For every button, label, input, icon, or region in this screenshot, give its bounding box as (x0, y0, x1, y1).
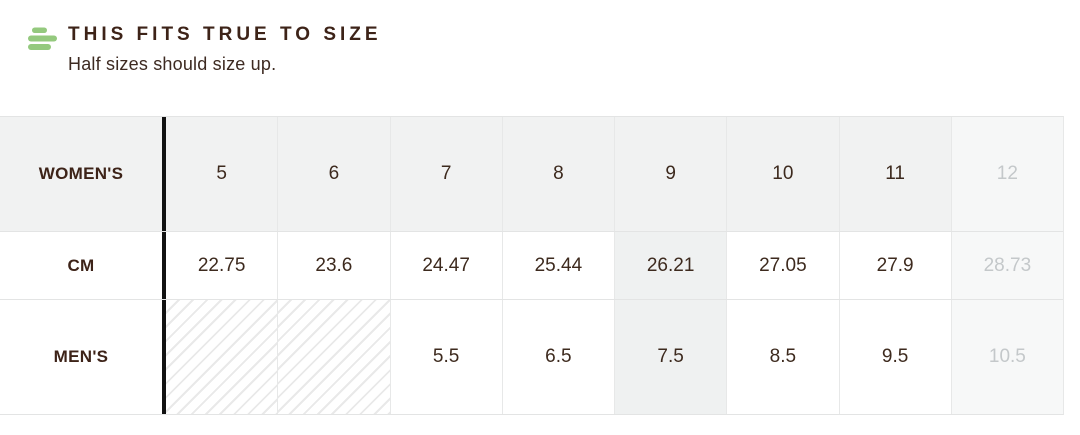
mens-size-cell-highlighted: 7.5 (615, 300, 728, 414)
womens-size-cell-unavailable: 12 (951, 117, 1063, 231)
table-row-cm: CM 22.75 23.6 24.47 25.44 26.21 27.05 27… (0, 232, 1063, 300)
mens-size-cell-unavailable: 10.5 (951, 300, 1063, 414)
womens-size-cell: 11 (840, 117, 952, 231)
cm-value-cell: 25.44 (503, 232, 615, 299)
cm-value-cell: 23.6 (278, 232, 391, 299)
fit-note-title: THIS FITS TRUE TO SIZE (68, 24, 382, 45)
mens-size-cell-hatched (278, 300, 391, 414)
row-label-womens: WOMEN'S (0, 117, 166, 231)
womens-size-cell-highlighted: 9 (615, 117, 728, 231)
table-row-mens: MEN'S 5.5 6.5 7.5 8.5 9.5 10.5 (0, 300, 1063, 414)
mens-size-cell: 6.5 (503, 300, 615, 414)
fit-bars-icon (28, 27, 57, 50)
cm-value-cell-highlighted: 26.21 (615, 232, 728, 299)
cm-value-cell: 27.05 (727, 232, 840, 299)
womens-size-cell: 10 (727, 117, 840, 231)
table-row-womens: WOMEN'S 5 6 7 8 9 10 11 12 (0, 117, 1063, 232)
fit-note: THIS FITS TRUE TO SIZE Half sizes should… (68, 23, 382, 75)
womens-size-cell: 5 (166, 117, 279, 231)
size-chart-table: WOMEN'S 5 6 7 8 9 10 11 12 CM 22.75 23.6… (0, 116, 1064, 415)
cm-value-cell: 24.47 (391, 232, 503, 299)
mens-size-cell: 5.5 (391, 300, 503, 414)
womens-size-cell: 6 (278, 117, 391, 231)
mens-size-cell-hatched (166, 300, 279, 414)
mens-size-cell: 8.5 (727, 300, 840, 414)
cm-value-cell: 27.9 (840, 232, 952, 299)
cm-value-cell: 22.75 (166, 232, 279, 299)
womens-size-cell: 8 (503, 117, 615, 231)
mens-size-cell: 9.5 (840, 300, 952, 414)
fit-note-subtitle: Half sizes should size up. (68, 54, 277, 74)
row-label-mens: MEN'S (0, 300, 166, 414)
cm-value-cell-unavailable: 28.73 (951, 232, 1063, 299)
womens-size-cell: 7 (391, 117, 503, 231)
row-label-cm: CM (0, 232, 166, 299)
